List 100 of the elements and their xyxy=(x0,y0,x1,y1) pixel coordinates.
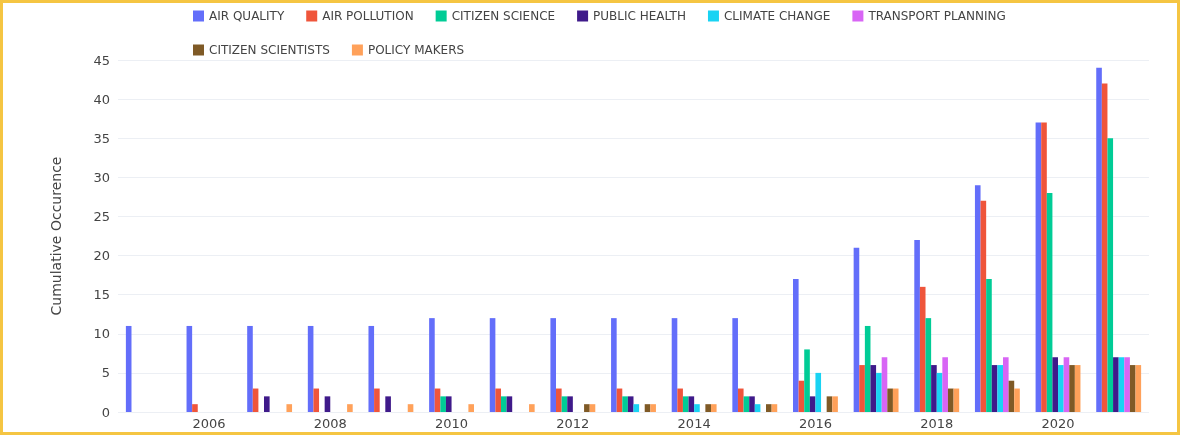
bar xyxy=(347,404,353,412)
bar xyxy=(1041,122,1047,412)
bar xyxy=(1113,357,1119,412)
bar xyxy=(622,396,628,412)
bar xyxy=(550,318,557,412)
bar xyxy=(997,365,1003,412)
legend-label: CLIMATE CHANGE xyxy=(723,9,831,23)
y-tick-label: 30 xyxy=(93,169,110,185)
bar xyxy=(876,372,882,412)
y-tick-label: 5 xyxy=(101,365,110,381)
bar xyxy=(368,325,375,412)
bar xyxy=(644,404,651,412)
bar xyxy=(1069,365,1075,412)
bar xyxy=(589,404,596,412)
bar xyxy=(567,396,573,412)
y-tick-label: 35 xyxy=(93,130,110,146)
bar xyxy=(429,318,435,412)
bar xyxy=(832,396,838,412)
bar xyxy=(732,318,738,412)
x-tick-label: 2014 xyxy=(677,416,711,431)
x-tick-label: 2020 xyxy=(1041,416,1075,431)
bar xyxy=(1014,388,1020,412)
bar xyxy=(500,396,507,412)
bar xyxy=(374,388,380,412)
x-tick-label: 2010 xyxy=(435,416,469,431)
bar xyxy=(974,185,981,412)
bar xyxy=(859,365,865,412)
y-tick-label: 45 xyxy=(93,52,110,68)
bar xyxy=(870,365,877,412)
y-tick-label: 15 xyxy=(93,287,110,303)
bar xyxy=(440,396,446,412)
y-tick-label: 25 xyxy=(93,208,110,224)
bar xyxy=(986,279,992,412)
bar xyxy=(1107,138,1114,412)
bar xyxy=(815,372,822,412)
bar xyxy=(710,404,717,412)
bar xyxy=(192,404,198,412)
bar xyxy=(1118,357,1125,412)
bar xyxy=(468,404,474,412)
legend-label: CITIZEN SCIENTISTS xyxy=(209,43,330,57)
bar xyxy=(445,396,452,412)
legend-label: PUBLIC HEALTH xyxy=(593,9,686,23)
bar xyxy=(677,388,683,412)
bar xyxy=(584,404,590,412)
bar xyxy=(793,279,799,412)
bar xyxy=(887,388,893,412)
legend-label: AIR QUALITY xyxy=(209,9,285,23)
bar xyxy=(809,396,816,412)
legend-label: CITIZEN SCIENCE xyxy=(451,9,556,23)
bar xyxy=(914,239,920,412)
bar xyxy=(892,388,899,412)
bar xyxy=(688,396,695,412)
bar xyxy=(749,396,755,412)
bar xyxy=(1058,365,1064,412)
bar xyxy=(881,357,888,412)
x-tick-label: 2016 xyxy=(798,416,832,431)
bar xyxy=(804,349,810,412)
bar xyxy=(627,396,634,412)
bar xyxy=(313,388,320,412)
x-tick-label: 2012 xyxy=(556,416,590,431)
bar xyxy=(754,404,761,412)
bar xyxy=(931,365,937,412)
y-axis-title: Cumulative Occurence xyxy=(48,156,64,316)
bar xyxy=(286,404,293,412)
bar xyxy=(1096,67,1102,412)
bar xyxy=(556,388,562,412)
legend-label: POLICY MAKERS xyxy=(367,43,465,57)
bar xyxy=(1052,357,1059,412)
bar xyxy=(705,404,711,412)
x-tick-label: 2018 xyxy=(920,416,954,431)
bar xyxy=(561,396,568,412)
bar xyxy=(264,396,270,412)
bar xyxy=(694,404,700,412)
bar xyxy=(947,388,954,412)
bar xyxy=(407,404,414,412)
bar xyxy=(324,396,331,412)
bar xyxy=(650,404,656,412)
y-tick-label: 40 xyxy=(93,91,110,107)
bar xyxy=(611,318,617,412)
bar xyxy=(1124,357,1130,412)
y-tick-label: 20 xyxy=(93,248,110,264)
bar xyxy=(826,396,833,412)
x-tick-label: 2008 xyxy=(313,416,347,431)
bar xyxy=(919,286,926,412)
bar xyxy=(682,396,689,412)
bar xyxy=(495,388,501,412)
bar xyxy=(1002,357,1009,412)
bar xyxy=(766,404,772,412)
bar xyxy=(737,388,744,412)
bar xyxy=(1063,357,1070,412)
x-tick-label: 2006 xyxy=(192,416,226,431)
bar xyxy=(529,404,535,412)
bar xyxy=(385,396,391,412)
bar xyxy=(247,325,253,412)
bar xyxy=(743,396,750,412)
y-tick-label: 0 xyxy=(101,404,110,420)
legend-label: TRANSPORT PLANNING xyxy=(867,9,1006,23)
y-tick-label: 10 xyxy=(93,326,110,342)
bar xyxy=(1129,365,1136,412)
bar xyxy=(771,404,778,412)
